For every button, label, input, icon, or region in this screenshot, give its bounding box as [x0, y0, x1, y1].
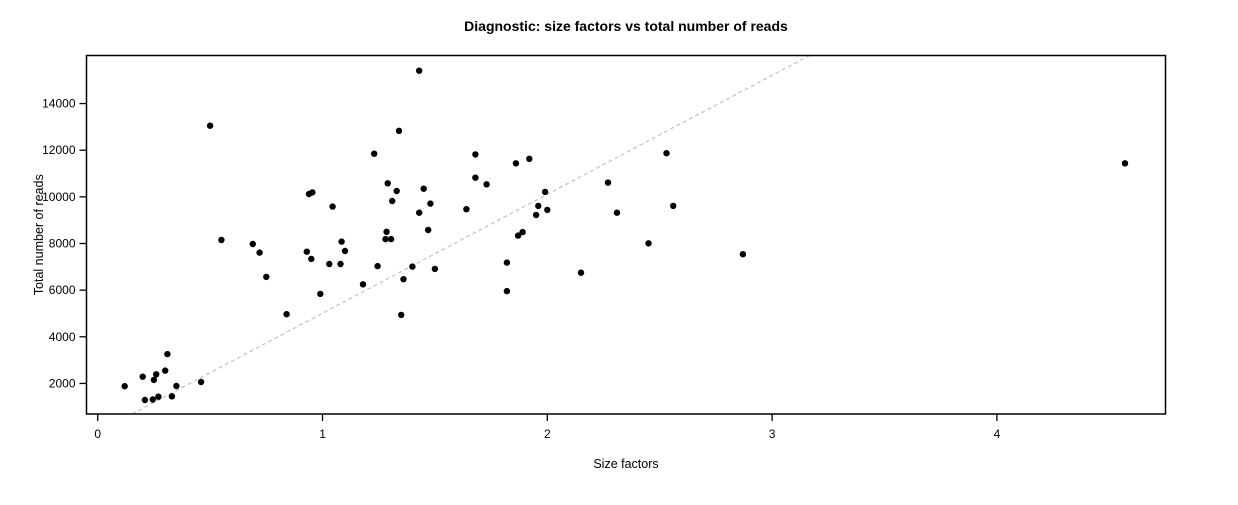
data-point	[503, 287, 511, 295]
y-tick-label: 2000	[49, 376, 76, 390]
data-point	[395, 127, 403, 134]
plot-box	[85, 54, 1167, 415]
data-point	[173, 382, 180, 390]
data-point	[383, 228, 390, 235]
data-point	[472, 151, 479, 158]
data-point	[431, 265, 439, 273]
data-point	[541, 188, 549, 196]
data-point	[532, 211, 540, 219]
y-axis: 2000 4000 6000 8000 10000 12000 14000	[42, 97, 87, 390]
data-point	[398, 311, 405, 319]
data-point	[263, 273, 270, 281]
data-point	[121, 383, 128, 390]
data-point	[168, 393, 176, 400]
data-point	[374, 262, 381, 270]
data-point	[149, 396, 156, 403]
data-point	[139, 373, 146, 380]
data-point	[645, 240, 652, 247]
data-points	[121, 67, 1129, 404]
data-point	[670, 202, 677, 210]
data-point	[663, 150, 670, 157]
data-point	[341, 247, 349, 255]
data-point	[514, 232, 522, 239]
y-axis-title: Total number of reads	[32, 174, 46, 295]
data-point	[512, 160, 520, 167]
data-point	[409, 263, 416, 270]
data-point	[535, 202, 542, 210]
data-point	[308, 255, 315, 263]
data-point	[162, 367, 169, 374]
chart-title: Diagnostic: size factors vs total number…	[464, 18, 788, 34]
data-point	[256, 249, 263, 256]
data-point	[153, 371, 160, 378]
data-point	[400, 276, 407, 283]
data-point	[483, 181, 490, 188]
diagonal-reference-line	[131, 54, 810, 415]
data-point	[218, 236, 225, 244]
data-point	[425, 226, 432, 234]
data-point	[283, 311, 290, 318]
x-tick-label: 1	[319, 427, 326, 441]
x-tick-label: 4	[994, 427, 1001, 441]
data-point	[337, 260, 344, 268]
data-point	[420, 185, 427, 192]
data-point	[303, 248, 310, 255]
x-tick-label: 0	[94, 427, 101, 441]
data-point	[604, 179, 612, 186]
data-point	[427, 200, 434, 207]
data-point	[317, 290, 324, 298]
data-point	[326, 260, 333, 268]
data-point	[503, 259, 511, 266]
x-axis: 0 1 2 3 4	[94, 414, 1001, 441]
data-point	[472, 174, 479, 181]
data-point	[141, 396, 149, 404]
data-point	[387, 235, 395, 243]
data-point	[382, 235, 389, 243]
y-tick-label: 6000	[49, 283, 76, 297]
data-point	[359, 281, 367, 288]
data-point	[150, 376, 158, 384]
data-point	[739, 251, 747, 258]
data-point	[197, 378, 205, 386]
data-point	[329, 203, 336, 210]
data-point	[393, 187, 400, 195]
x-axis-title: Size factors	[593, 457, 658, 471]
data-point	[519, 228, 526, 236]
data-point	[206, 122, 214, 129]
data-point	[384, 180, 391, 187]
data-point	[613, 209, 621, 216]
data-point	[389, 197, 396, 205]
data-point	[526, 155, 533, 162]
y-tick-label: 12000	[42, 143, 76, 157]
data-point	[544, 206, 551, 214]
y-tick-label: 14000	[42, 97, 76, 111]
data-point	[338, 238, 345, 245]
data-point	[249, 240, 256, 248]
data-point	[1121, 160, 1129, 167]
reference-line	[131, 54, 810, 415]
data-point	[155, 393, 162, 400]
x-tick-label: 2	[544, 427, 551, 441]
data-point	[309, 189, 316, 196]
data-point	[416, 67, 423, 74]
y-tick-label: 8000	[49, 236, 76, 250]
y-tick-label: 4000	[49, 330, 76, 344]
x-tick-label: 3	[769, 427, 776, 441]
data-point	[164, 350, 171, 358]
data-point	[577, 269, 585, 276]
y-tick-label: 10000	[42, 190, 76, 204]
data-point	[463, 206, 470, 213]
data-point	[416, 209, 423, 216]
data-point	[371, 150, 378, 157]
